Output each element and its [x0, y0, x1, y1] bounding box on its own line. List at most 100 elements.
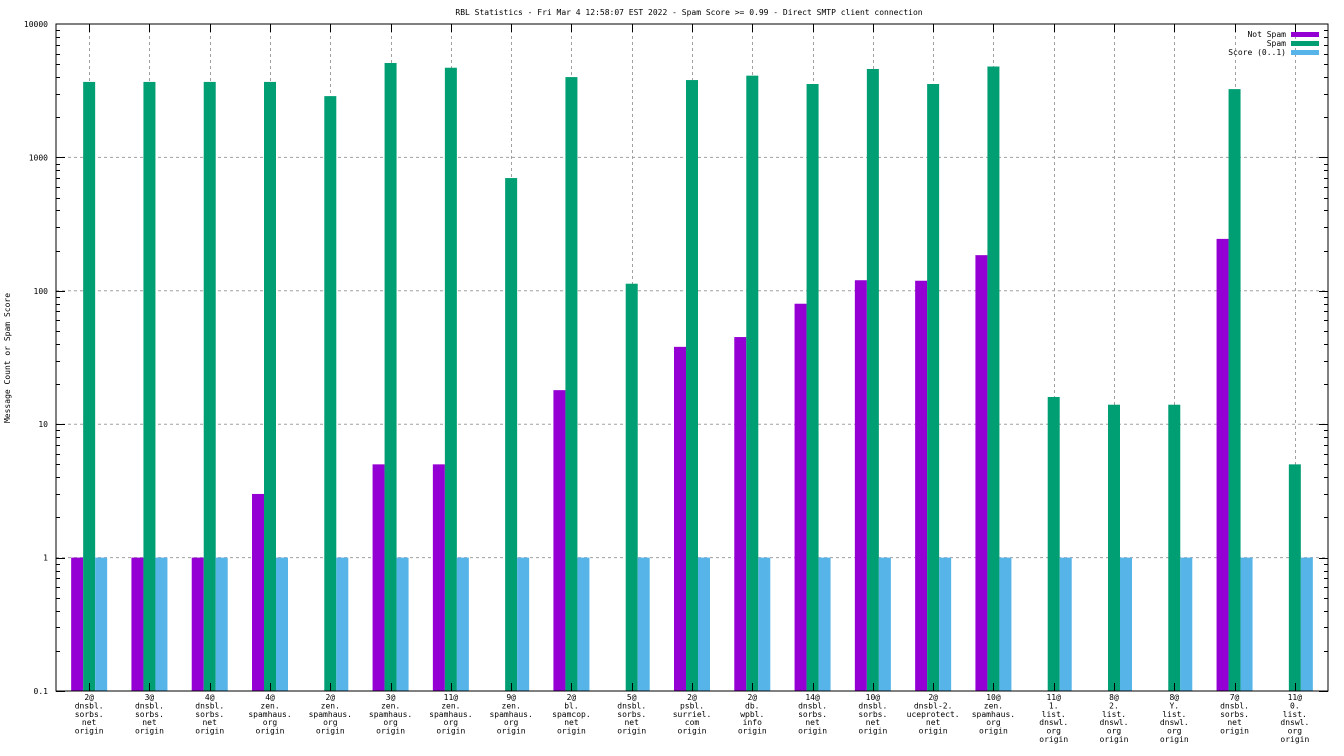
legend-swatch — [1291, 32, 1319, 37]
bar-not-spam — [432, 464, 445, 691]
x-tick-label: dnsbl. — [135, 701, 164, 710]
x-tick-label: list. — [1283, 710, 1307, 719]
bar-not-spam — [191, 557, 204, 691]
x-tick-label: origin — [557, 727, 586, 736]
bar-spam — [746, 75, 759, 691]
y-tick-labels: 0.1 1 10 100 1000 10000 — [24, 20, 48, 696]
x-tick-label: origin — [798, 727, 827, 736]
x-tick-label: origin — [195, 727, 224, 736]
bar-score-0-1 — [698, 557, 710, 691]
bar-spam — [143, 81, 156, 692]
x-tick-label: spamhaus. — [489, 710, 532, 719]
x-tick-label: org — [1107, 727, 1122, 736]
x-tick-label: dnswl. — [1280, 718, 1309, 727]
x-tick-label: spamhaus. — [309, 710, 352, 719]
x-tick-label: 10@ — [986, 693, 1001, 702]
x-tick-label: sorbs. — [75, 710, 104, 719]
x-tick-label: origin — [135, 727, 164, 736]
x-tick-label: 2@ — [687, 693, 697, 702]
y-tick-label: 100 — [34, 287, 49, 296]
bar-spam — [1288, 464, 1301, 691]
bar-spam — [625, 283, 638, 691]
x-tick-label: origin — [75, 727, 104, 736]
x-tick-label: 10@ — [866, 693, 881, 702]
bar-spam — [1168, 404, 1181, 691]
x-tick-label: 11@ — [1046, 693, 1061, 702]
x-tick-label: list. — [1102, 710, 1126, 719]
x-tick-label: 14@ — [805, 693, 820, 702]
y-tick-label: 1000 — [29, 153, 48, 162]
bar-score-0-1 — [215, 557, 228, 691]
bars — [71, 63, 1313, 692]
x-tick-label: Y. — [1169, 701, 1179, 710]
x-tick-label: 7@ — [1230, 693, 1240, 702]
x-tick-label: net — [866, 718, 881, 727]
bar-spam — [203, 81, 216, 692]
x-tick-label: 11@ — [444, 693, 459, 702]
x-tick-label: net — [926, 718, 941, 727]
bar-spam — [806, 83, 819, 692]
bar-spam — [1228, 89, 1241, 692]
bar-score-0-1 — [456, 557, 469, 691]
x-tick-label: dnswl. — [1100, 718, 1129, 727]
bar-score-0-1 — [276, 557, 289, 691]
x-tick-label: org — [1167, 727, 1182, 736]
x-tick-label: origin — [1220, 727, 1249, 736]
x-tick-label: 0. — [1290, 701, 1300, 710]
bar-score-0-1 — [878, 557, 891, 691]
bar-spam — [927, 83, 940, 692]
x-tick-label: zen. — [441, 701, 460, 710]
bar-score-0-1 — [396, 557, 409, 691]
x-tick-label: org — [1046, 727, 1061, 736]
x-tick-label: org — [1288, 727, 1303, 736]
x-tick-label: 4@ — [205, 693, 215, 702]
x-tick-label: dnsbl-2. — [914, 701, 953, 710]
bar-score-0-1 — [155, 557, 168, 691]
axes — [55, 23, 1329, 692]
x-tick-label: 5@ — [627, 693, 637, 702]
x-tick-label: sorbs. — [1220, 710, 1249, 719]
x-tick-label: wpbl. — [740, 710, 764, 719]
bar-spam — [384, 63, 397, 692]
y-tick-label: 1 — [43, 554, 48, 563]
x-tick-label: 2@ — [84, 693, 94, 702]
bar-score-0-1 — [637, 557, 650, 691]
bar-not-spam — [854, 280, 867, 691]
legend-label: Spam — [1267, 39, 1286, 48]
x-tick-label: sorbs. — [135, 710, 164, 719]
x-tick-label: 3@ — [145, 693, 155, 702]
x-tick-label: origin — [738, 727, 767, 736]
x-tick-label: org — [986, 718, 1001, 727]
bar-spam — [565, 77, 578, 691]
x-tick-label: net — [805, 718, 820, 727]
x-tick-label: dnsbl. — [75, 701, 104, 710]
x-tick-label: 2@ — [928, 693, 938, 702]
x-tick-label: zen. — [984, 701, 1003, 710]
x-tick-label: net — [564, 718, 579, 727]
x-tick-label: 9@ — [506, 693, 516, 702]
x-tick-label: net — [82, 718, 97, 727]
x-tick-label: origin — [979, 727, 1008, 736]
bar-not-spam — [734, 337, 747, 691]
x-tick-label: 2@ — [747, 693, 757, 702]
bar-spam — [444, 67, 457, 692]
bar-spam — [1047, 396, 1060, 691]
bar-score-0-1 — [818, 557, 831, 691]
bar-score-0-1 — [758, 557, 771, 691]
bar-score-0-1 — [939, 557, 952, 691]
bar-spam — [83, 81, 96, 692]
x-tick-label: spamhaus. — [248, 710, 291, 719]
chart-title: RBL Statistics - Fri Mar 4 12:58:07 EST … — [455, 8, 922, 17]
